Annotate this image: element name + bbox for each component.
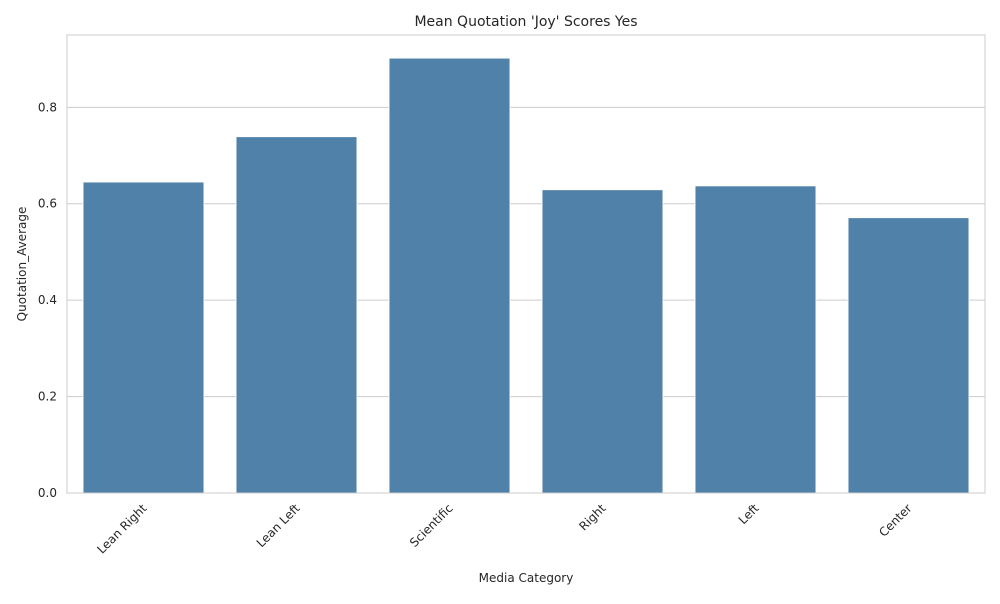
bar-center: [847, 217, 970, 494]
y-tick-label: 0.0: [38, 486, 57, 500]
y-tick-labels: 0.0 0.2 0.4 0.6 0.8: [38, 100, 57, 500]
y-tick-label: 0.4: [38, 293, 57, 307]
y-tick-label: 0.6: [38, 197, 57, 211]
x-tick-label: Right: [576, 501, 608, 533]
y-axis-label: Quotation_Average: [15, 207, 29, 322]
x-tick-label: Left: [736, 501, 762, 527]
bar-layer: [82, 57, 970, 494]
x-tick-label: Lean Right: [94, 501, 150, 557]
bar-left: [694, 185, 817, 494]
bar-lean-right: [82, 181, 205, 494]
bar-right: [541, 189, 664, 494]
bar-scientific: [388, 57, 511, 494]
x-tick-label: Lean Left: [254, 501, 303, 550]
x-tick-labels: Lean Right Lean Left Scientific Right Left Ce…: [94, 501, 914, 557]
bar-lean-left: [235, 136, 358, 494]
x-tick-label: Center: [876, 501, 915, 540]
y-tick-label: 0.8: [38, 100, 57, 114]
plot-frame: [66, 34, 986, 494]
grid-layer: [67, 106, 985, 494]
x-axis-label: Media Category: [479, 571, 574, 585]
chart-title: Mean Quotation 'Joy' Scores Yes: [414, 14, 637, 30]
y-tick-label: 0.2: [38, 390, 57, 404]
x-tick-label: Scientific: [407, 501, 456, 550]
